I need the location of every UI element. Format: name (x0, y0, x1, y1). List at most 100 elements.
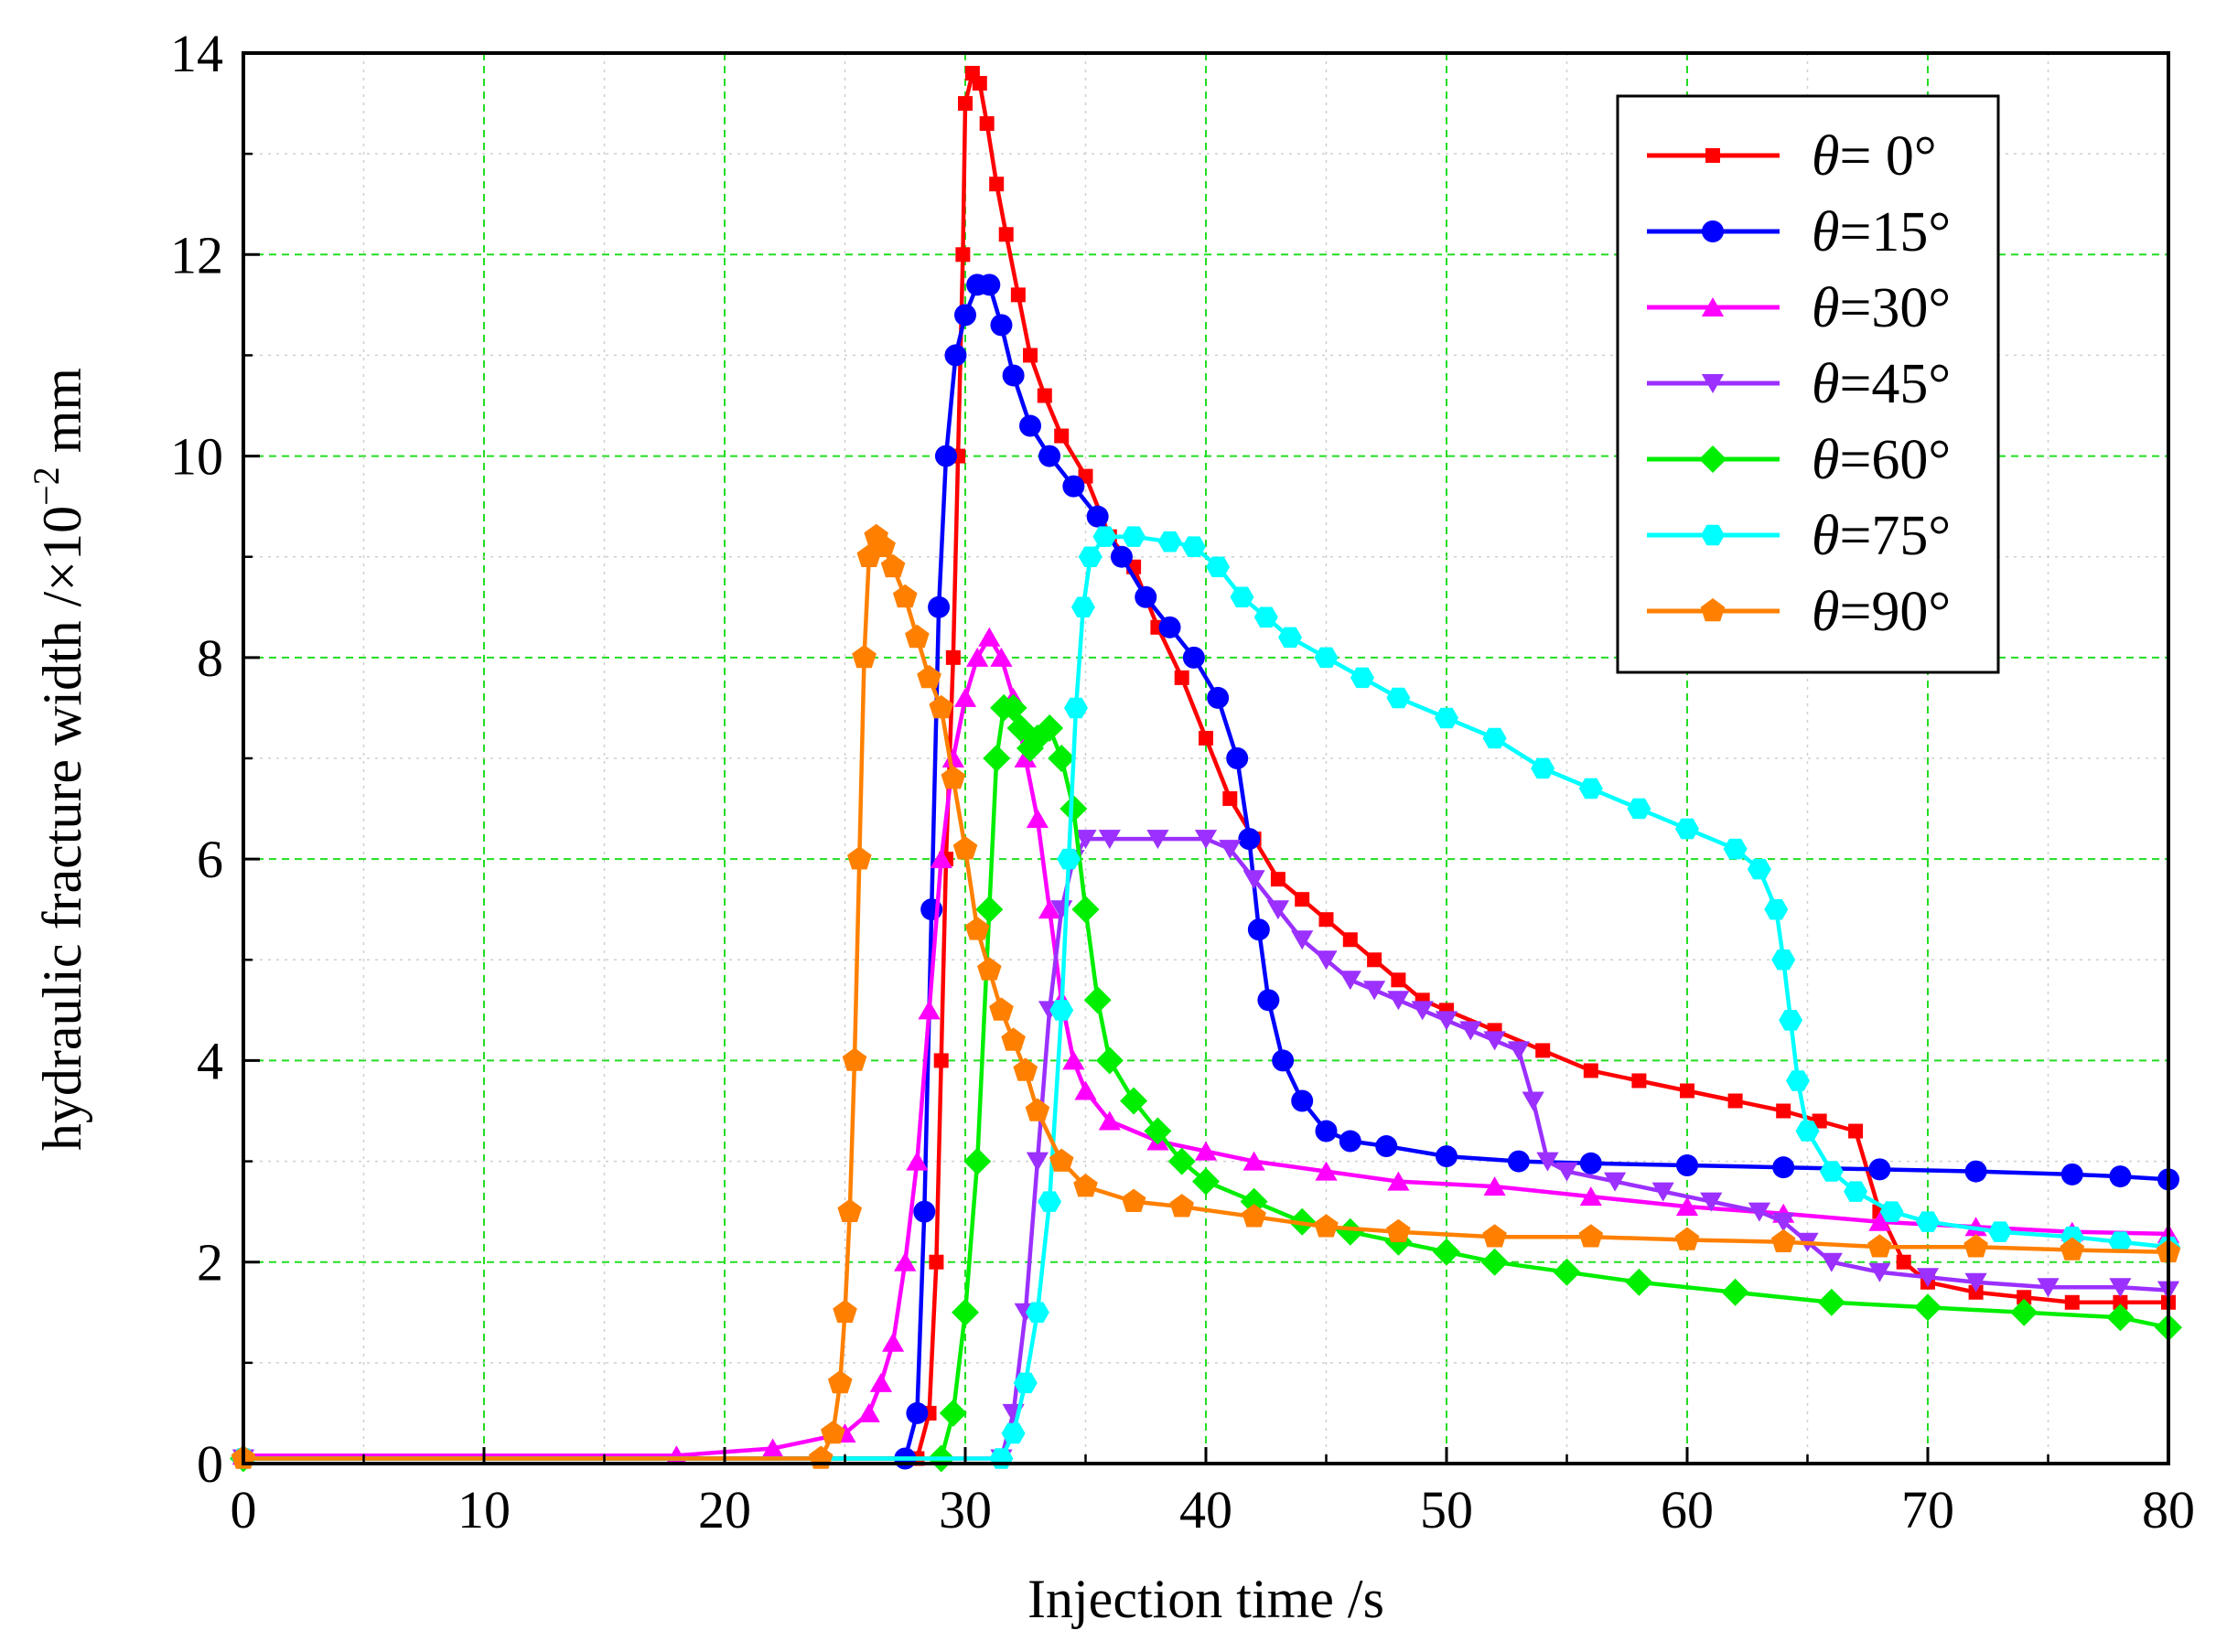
data-point (958, 96, 973, 112)
data-point (1098, 1110, 1121, 1131)
data-point (939, 1399, 967, 1427)
data-point (1411, 1001, 1434, 1021)
legend-item: θ=60° (1647, 429, 1951, 491)
legend-value: =15° (1839, 201, 1951, 263)
data-point (1844, 1181, 1868, 1202)
legend-marker (1702, 220, 1724, 242)
data-point (1350, 667, 1374, 689)
data-point (1295, 892, 1310, 907)
data-point (1157, 531, 1182, 552)
data-point (1257, 989, 1280, 1012)
legend-label: θ=30° (1812, 277, 1951, 339)
data-point (979, 116, 995, 132)
data-point (1482, 727, 1507, 749)
data-point (918, 1000, 941, 1020)
data-point (1098, 830, 1121, 850)
data-point (1522, 1091, 1544, 1111)
data-point (905, 624, 930, 649)
data-point (1786, 1070, 1810, 1091)
legend-symbol: θ (1812, 277, 1839, 339)
x-tick-label: 50 (1420, 1480, 1473, 1539)
data-point (2060, 1237, 2085, 1260)
data-point (1386, 687, 1411, 709)
legend-symbol: θ (1812, 125, 1839, 188)
data-point (1772, 1212, 1795, 1232)
data-point (1121, 1188, 1146, 1212)
data-point (1336, 1218, 1364, 1246)
legend-item: θ= 0° (1647, 125, 1937, 188)
data-point (1054, 428, 1070, 444)
data-point (1727, 1093, 1743, 1109)
data-point (1627, 798, 1651, 820)
data-point (857, 1402, 880, 1422)
data-point (1964, 1272, 1987, 1293)
legend-marker (1701, 524, 1725, 546)
data-point (837, 1198, 863, 1222)
data-point (1078, 546, 1103, 567)
data-point (1868, 1158, 1891, 1181)
data-point (1583, 1063, 1598, 1078)
series-line (243, 70, 2168, 1461)
data-point (1122, 526, 1146, 547)
data-point (1013, 1057, 1038, 1081)
data-point (906, 1401, 929, 1424)
data-point (929, 1254, 944, 1270)
data-point (1120, 1087, 1148, 1115)
data-point (1896, 1254, 1911, 1270)
legend-symbol: θ (1812, 429, 1839, 491)
data-point (1721, 1278, 1749, 1306)
data-point (1776, 1103, 1791, 1119)
legend-marker (1701, 297, 1725, 316)
data-point (1060, 795, 1088, 823)
data-point (1158, 616, 1181, 638)
data-point (1916, 1268, 1940, 1288)
data-point (1339, 1130, 1361, 1153)
data-point (1916, 1211, 1940, 1232)
y-axis-title-unit: mm (32, 368, 92, 467)
data-point (1010, 287, 1026, 303)
data-point (1435, 1011, 1458, 1031)
data-point (1339, 971, 1361, 991)
y-tick-label: 0 (197, 1434, 223, 1494)
legend-symbol: θ (1812, 581, 1839, 643)
data-point (2064, 1294, 2080, 1310)
legend-item: θ=15° (1647, 201, 1951, 263)
data-point (1819, 1161, 1844, 1182)
legend-marker (1699, 445, 1727, 473)
data-point (2108, 1231, 2133, 1252)
data-point (1062, 1050, 1085, 1070)
data-point (1038, 445, 1061, 467)
data-point (917, 664, 941, 689)
legend-item: θ=30° (1647, 277, 1951, 339)
data-point (1037, 388, 1052, 403)
data-point (1868, 1262, 1891, 1282)
data-point (1144, 1117, 1172, 1145)
data-point (1391, 972, 1406, 988)
legend-label: θ=90° (1812, 581, 1951, 643)
legend-label: θ=15° (1812, 201, 1951, 263)
legend-value: =75° (1839, 505, 1951, 567)
data-point (1386, 1218, 1411, 1242)
data-point (934, 445, 957, 467)
data-point (941, 748, 964, 767)
data-point (1192, 1167, 1220, 1196)
legend-label: θ=45° (1812, 353, 1951, 415)
y-tick-label: 10 (170, 427, 223, 487)
x-tick-label: 20 (698, 1480, 751, 1539)
data-point (1433, 1238, 1460, 1266)
data-point (1135, 585, 1157, 608)
legend-label: θ=75° (1812, 505, 1951, 567)
data-point (1013, 1372, 1038, 1394)
series-2 (231, 627, 2180, 1465)
data-point (1219, 840, 1242, 860)
data-point (1095, 1046, 1124, 1075)
data-point (827, 1369, 853, 1394)
data-point (1812, 1113, 1827, 1129)
data-point (978, 274, 1001, 296)
data-point (1680, 1083, 1694, 1099)
data-point (880, 553, 906, 578)
data-point (1025, 1302, 1049, 1323)
data-point (1167, 1147, 1196, 1175)
data-point (975, 896, 1004, 924)
